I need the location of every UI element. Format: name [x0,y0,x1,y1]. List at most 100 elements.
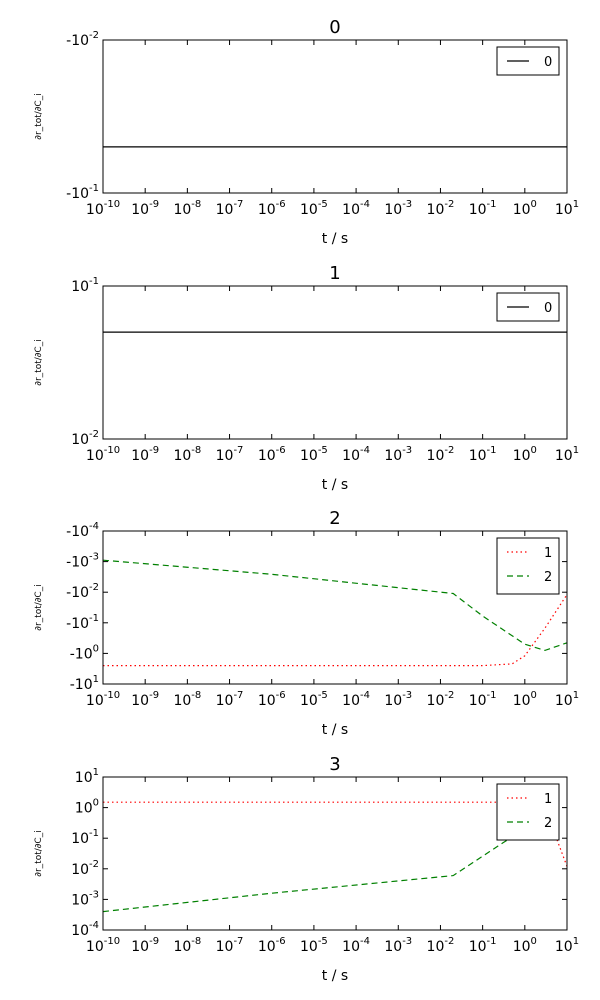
x-tick-label: 10-2 [427,199,455,218]
legend: 0 [496,46,560,76]
x-tick-label: 10-4 [342,199,370,218]
x-tick-label: 10-6 [258,690,286,709]
x-tick-label: 10-10 [86,690,120,709]
x-tick-label: 10-5 [300,690,328,709]
legend-label: 0 [544,55,552,70]
x-tick-label: 10-4 [342,690,370,709]
x-tick-label: 10-9 [131,445,159,464]
x-tick-label: 10-7 [216,690,244,709]
x-tick-label: 10-6 [258,936,286,955]
x-tick-label: 10-8 [173,690,201,709]
x-tick-label: 10-1 [469,690,497,709]
x-tick-label: 101 [555,445,579,464]
y-axis-label: ∂r_tot/∂C_i [34,830,44,876]
y-tick-label: 10-1 [71,828,99,847]
chart-title: 0 [329,17,340,38]
x-tick-label: 10-7 [216,199,244,218]
y-axis-label: ∂r_tot/∂C_i [34,93,44,139]
chart-title: 2 [329,508,340,529]
x-tick-label: 10-9 [131,199,159,218]
x-tick-label: 10-9 [131,936,159,955]
y-tick-label: 100 [75,798,99,817]
chart-title: 3 [329,754,340,775]
x-tick-label: 10-5 [300,445,328,464]
x-tick-label: 10-3 [384,690,412,709]
x-tick-label: 10-4 [342,445,370,464]
series-line-2 [102,828,526,913]
x-tick-label: 101 [555,199,579,218]
x-tick-label: 10-1 [469,936,497,955]
x-tick-label: 10-8 [173,445,201,464]
x-tick-label: 10-2 [427,690,455,709]
x-tick-label: 101 [555,936,579,955]
x-tick-label: 10-10 [86,199,120,218]
y-axis-label: ∂r_tot/∂C_i [34,339,44,385]
y-tick-label: -100 [70,643,99,662]
x-tick-label: 100 [513,199,537,218]
x-tick-label: 10-2 [427,445,455,464]
y-tick-label: -101 [70,674,99,693]
legend-box [496,537,560,595]
y-tick-label: -10-2 [66,582,99,601]
x-tick-label: 10-1 [469,445,497,464]
x-tick-label: 10-8 [173,199,201,218]
chart-title: 1 [329,263,340,284]
legend: 12 [496,537,560,595]
x-tick-label: 10-9 [131,690,159,709]
series-line-1 [103,594,568,667]
x-axis-label: t / s [322,968,348,984]
legend-box [496,783,560,841]
x-tick-label: 10-4 [342,936,370,955]
y-tick-label: -10-2 [66,30,99,49]
x-tick-label: 10-7 [216,936,244,955]
x-tick-label: 10-5 [300,936,328,955]
x-tick-label: 100 [513,690,537,709]
y-tick-label: 10-2 [71,859,99,878]
chart-panel-0: 010-10 10-9 10-8 10-7 10-6 10-5 10-4 10-3 10-2 10… [34,17,579,247]
legend-label: 0 [544,301,552,316]
x-axis-label: t / s [322,722,348,738]
y-tick-label: -10-3 [66,552,99,571]
x-tick-label: 10-6 [258,445,286,464]
legend: 12 [496,783,560,841]
legend: 0 [496,292,560,322]
x-tick-label: 10-5 [300,199,328,218]
y-tick-label: 10-3 [71,889,99,908]
x-tick-label: 100 [513,445,537,464]
y-tick-label: 10-2 [71,429,99,448]
x-tick-label: 10-10 [86,445,120,464]
x-tick-label: 10-1 [469,199,497,218]
legend-label: 2 [544,570,552,585]
x-axis-label: t / s [322,231,348,247]
y-tick-label: -10-4 [66,521,99,540]
x-tick-label: 10-3 [384,445,412,464]
plot-frame [102,285,568,440]
legend-label: 2 [544,816,552,831]
x-tick-label: 10-7 [216,445,244,464]
x-tick-label: 10-3 [384,936,412,955]
x-tick-label: 101 [555,690,579,709]
legend-label: 1 [544,546,552,561]
x-tick-label: 10-2 [427,936,455,955]
y-tick-label: 10-1 [71,276,99,295]
x-axis-label: t / s [322,477,348,493]
y-tick-label: 101 [75,767,99,786]
y-tick-label: -10-1 [66,183,99,202]
x-tick-label: 10-8 [173,936,201,955]
plot-frame [102,530,568,685]
x-tick-label: 100 [513,936,537,955]
plot-frame [102,39,568,194]
x-tick-label: 10-10 [86,936,120,955]
y-tick-label: 10-4 [71,920,99,939]
y-tick-label: -10-1 [66,613,99,632]
x-tick-label: 10-6 [258,199,286,218]
legend-label: 1 [544,792,552,807]
chart-panel-2: 2 10-10 10-9 10-8 10-7 10-6 10-5 10-4 10-3 10-2 10… [34,508,579,738]
plot-frame [102,776,568,931]
chart-panel-3: 3 10-10 10-9 10-8 10-7 10-6 10-5 10-4 10-3 10-2 10… [34,754,579,984]
x-tick-label: 10-3 [384,199,412,218]
chart-panel-1: 110-10 10-9 10-8 10-7 10-6 10-5 10-4 10-3 10-2 10… [34,263,579,493]
y-axis-label: ∂r_tot/∂C_i [34,584,44,630]
series-line-2 [102,559,568,652]
